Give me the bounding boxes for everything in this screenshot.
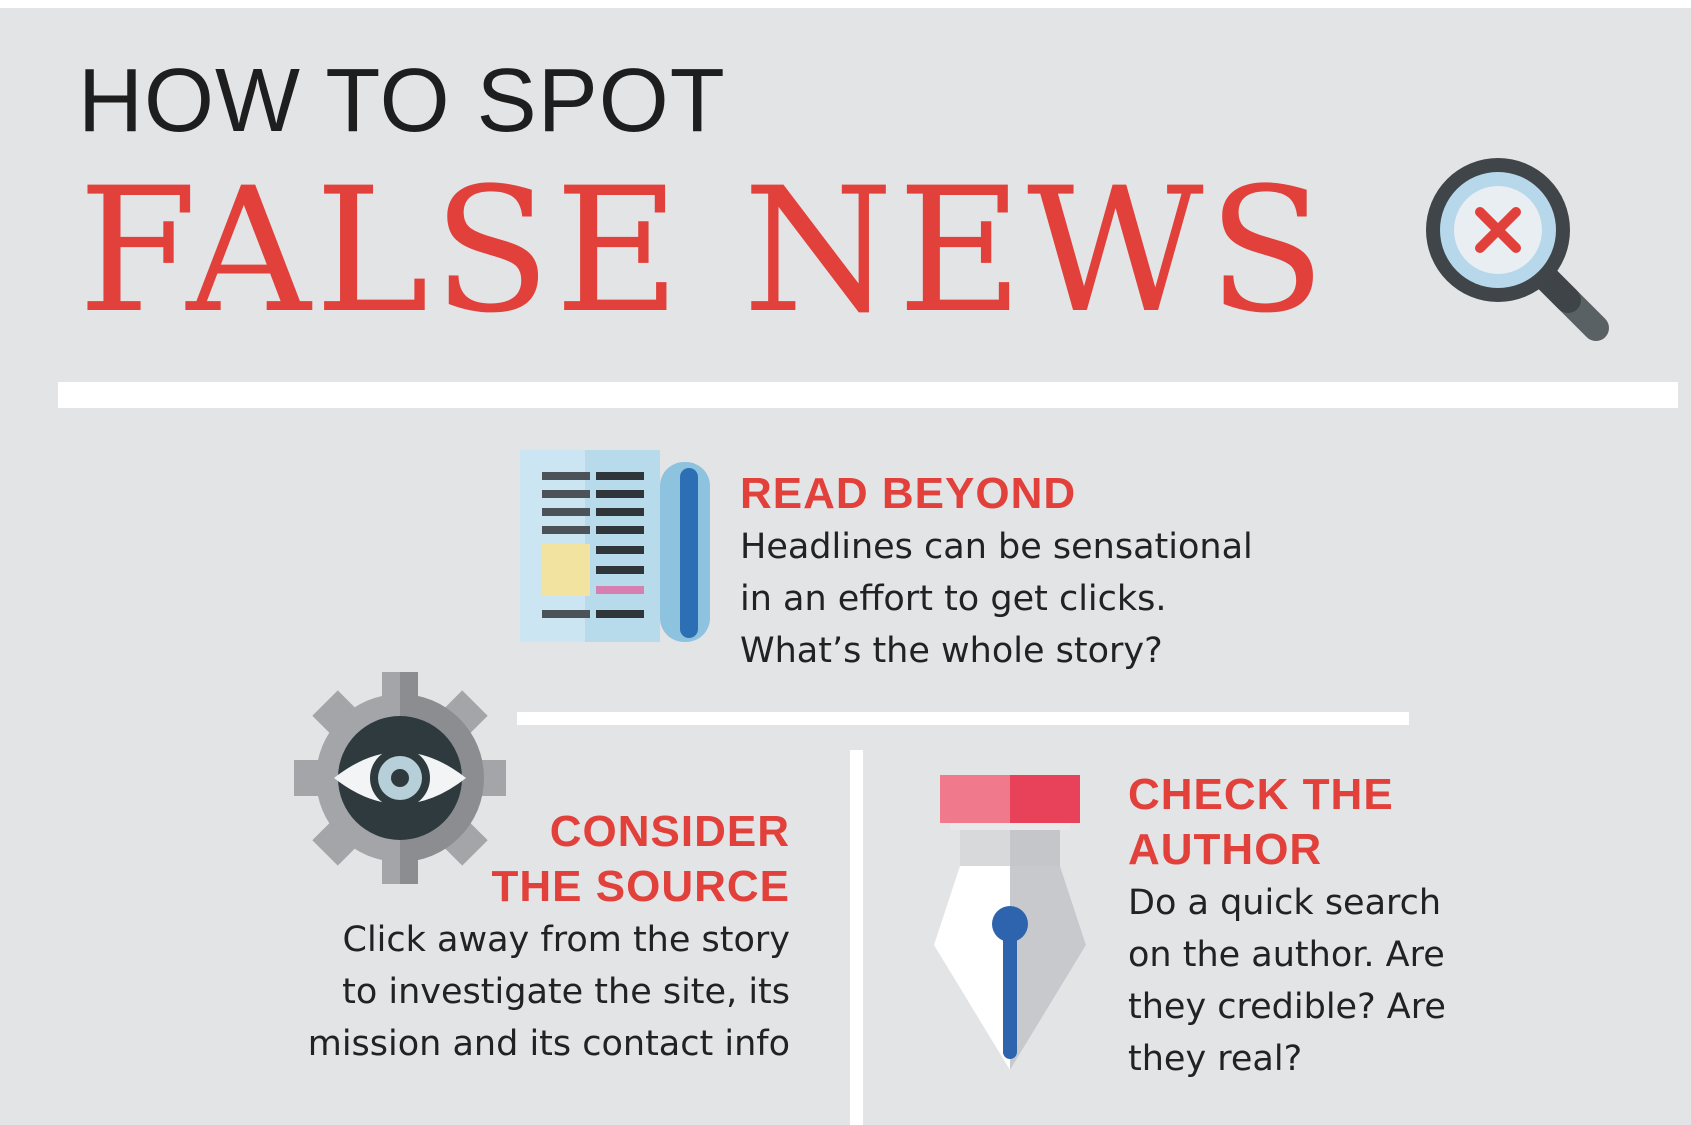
check-author-body-line: they credible? Are [1128,987,1446,1027]
check-author-body-line: they real? [1128,1039,1303,1079]
divider-vertical [850,750,863,1125]
check-author-heading-line: AUTHOR [1128,825,1323,874]
consider-source-body-line: to investigate the site, its [342,972,790,1012]
consider-source-section: CONSIDER THE SOURCE Click away from the … [200,804,790,1070]
read-beyond-body: Headlines can be sensational in an effor… [740,521,1380,677]
check-author-body-line: Do a quick search [1128,883,1442,923]
title-line-1: HOW TO SPOT [78,51,726,151]
check-author-section: CHECK THE AUTHOR Do a quick search on th… [1128,767,1688,1085]
read-beyond-body-line: in an effort to get clicks. [740,579,1167,619]
gear-eye-icon [294,672,506,884]
check-author-heading-line: CHECK THE [1128,770,1394,819]
consider-source-body-line: Click away from the story [342,920,791,960]
read-beyond-body-line: Headlines can be sensational [740,527,1253,567]
check-author-heading: CHECK THE AUTHOR [1128,767,1688,877]
title-line-2: FALSE NEWS [78,150,1330,351]
divider-main [58,382,1678,408]
consider-source-body-line: mission and its contact info [307,1024,790,1064]
read-beyond-body-line: What’s the whole story? [740,631,1163,671]
check-author-body: Do a quick search on the author. Are the… [1128,877,1688,1085]
consider-source-heading-line: CONSIDER [549,807,790,856]
consider-source-body: Click away from the story to investigate… [200,914,790,1070]
check-author-body-line: on the author. Are [1128,935,1445,975]
read-beyond-heading: READ BEYOND [740,469,1077,518]
top-border [0,0,1691,8]
consider-source-heading-line: THE SOURCE [491,862,790,911]
fountain-pen-icon [934,775,1086,1070]
newspaper-icon [520,450,710,642]
magnifying-glass-x-icon [1426,158,1609,341]
divider-middle [517,712,1409,725]
consider-source-heading: CONSIDER THE SOURCE [200,804,790,914]
read-beyond-section: READ BEYOND Headlines can be sensational… [740,466,1380,677]
